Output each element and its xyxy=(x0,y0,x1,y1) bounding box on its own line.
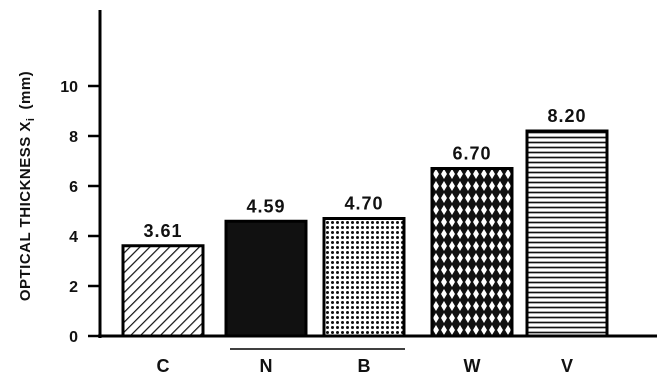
value-label-C: 3.61 xyxy=(143,221,182,241)
y-tick-label: 2 xyxy=(69,279,78,296)
y-tick-label: 10 xyxy=(60,79,78,96)
y-tick-label: 8 xyxy=(69,129,78,146)
value-label-B: 4.70 xyxy=(344,194,383,214)
value-label-N: 4.59 xyxy=(246,196,285,216)
category-label-V: V xyxy=(561,356,573,376)
bar-W xyxy=(430,167,514,338)
category-label-C: C xyxy=(157,356,170,376)
y-tick-label: 4 xyxy=(69,229,78,246)
y-axis-title: OPTICAL THICKNESS Xi(mm) xyxy=(17,71,37,301)
bar-V xyxy=(525,129,609,338)
value-label-W: 6.70 xyxy=(452,144,491,164)
category-label-N: N xyxy=(260,356,273,376)
y-tick-label: 6 xyxy=(69,179,78,196)
y-axis: 0 2 4 6 8 10 xyxy=(60,10,102,346)
bar-N xyxy=(224,219,308,338)
value-label-V: 8.20 xyxy=(547,106,586,126)
bars xyxy=(121,129,609,338)
category-label-W: W xyxy=(464,356,481,376)
y-axis-ticks: 0 2 4 6 8 10 xyxy=(60,79,100,346)
value-labels: 3.61 4.59 4.70 6.70 8.20 xyxy=(143,106,586,241)
bar-B xyxy=(322,217,406,338)
y-tick-label: 0 xyxy=(69,329,78,346)
category-label-B: B xyxy=(358,356,371,376)
bar-C xyxy=(121,244,205,338)
